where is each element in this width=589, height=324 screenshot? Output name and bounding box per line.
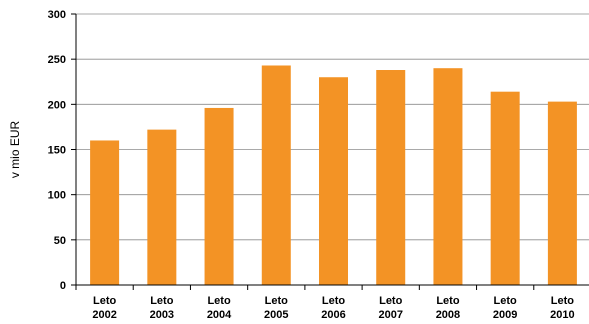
y-axis-title: v mio EUR (8, 120, 22, 178)
x-tick-label: Leto (207, 295, 231, 307)
x-tick-label: Leto (379, 295, 403, 307)
bar-2 (204, 107, 234, 286)
bar-6 (433, 68, 463, 285)
x-tick-label: 2008 (436, 309, 460, 321)
bar-3 (261, 65, 291, 286)
x-tick-label: Leto (551, 295, 575, 307)
y-tick-label: 0 (60, 280, 66, 292)
x-tick-label: 2007 (378, 309, 402, 321)
x-tick-label: 2003 (150, 309, 174, 321)
bar-7 (490, 91, 520, 285)
x-tick-label: Leto (494, 295, 518, 307)
x-tick-label: 2009 (493, 309, 517, 321)
x-tick-label: 2004 (207, 309, 232, 321)
x-tick-label: Leto (436, 295, 460, 307)
y-tick-label: 300 (48, 9, 66, 21)
x-tick-label: Leto (265, 295, 289, 307)
y-tick-label: 200 (48, 99, 66, 111)
bar-4 (319, 77, 348, 285)
bars (90, 65, 577, 286)
y-tick-label: 150 (48, 145, 66, 157)
x-tick-label: 2010 (550, 309, 574, 321)
bar-8 (547, 101, 577, 285)
x-tick-label: 2006 (321, 309, 345, 321)
y-tick-label: 100 (48, 190, 66, 202)
x-tick-label: 2005 (264, 309, 288, 321)
y-tick-label: 50 (54, 235, 66, 247)
y-tick-label: 250 (48, 54, 66, 66)
bar-0 (90, 140, 120, 285)
bar-5 (376, 70, 406, 285)
axes (71, 13, 589, 290)
tick-labels: 0 50 100 150 200 250 300 Leto 2002 Leto 2003 Leto 20… (48, 9, 575, 321)
x-tick-label: Leto (93, 295, 117, 307)
x-tick-label: 2002 (92, 309, 116, 321)
x-tick-label: Leto (322, 295, 346, 307)
bar-1 (147, 129, 177, 285)
x-tick-label: Leto (150, 295, 174, 307)
